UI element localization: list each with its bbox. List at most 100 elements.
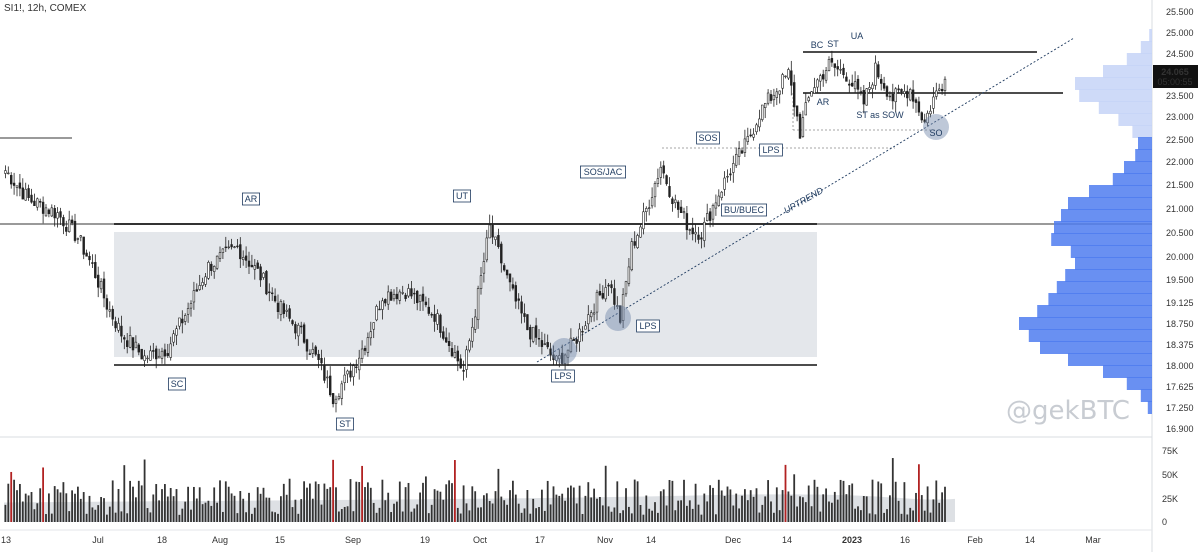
volume-bar <box>155 484 158 522</box>
candle-body <box>862 90 866 105</box>
volume-bar <box>758 512 761 522</box>
volume-bar <box>677 500 680 522</box>
candle <box>746 127 750 145</box>
volume-bar <box>541 489 543 522</box>
candle <box>340 380 343 406</box>
volume-bars <box>4 458 955 522</box>
volume-bar <box>297 513 300 522</box>
candle <box>114 316 117 332</box>
candle-body <box>415 290 419 304</box>
volume-bar <box>364 487 366 522</box>
annotation-label: SOS/JAC <box>584 167 623 177</box>
candle-body <box>546 342 549 348</box>
volume-bar <box>494 491 497 522</box>
candle-body <box>566 349 570 358</box>
volume-bar <box>657 512 659 522</box>
candle-body <box>18 182 22 189</box>
candle <box>616 296 619 310</box>
volume-bar <box>436 490 439 522</box>
annotation-label: BC <box>811 40 824 50</box>
candle <box>894 87 897 113</box>
volume-bar <box>538 507 540 522</box>
volume-bar <box>187 486 189 522</box>
candle-body <box>111 308 114 320</box>
candle-body <box>76 238 80 240</box>
volume-bar <box>584 495 587 522</box>
candle <box>523 303 526 323</box>
highlight-circle <box>605 305 631 331</box>
candle <box>430 312 433 318</box>
candle <box>88 251 91 266</box>
candle <box>256 260 259 270</box>
volume-bar <box>216 502 218 522</box>
candle-body <box>38 201 42 203</box>
volume-bar <box>549 504 552 522</box>
candle <box>450 341 454 358</box>
candle <box>850 74 854 88</box>
candle <box>726 169 729 183</box>
candle <box>140 348 143 360</box>
candle-body <box>320 357 323 364</box>
volume-bar <box>535 508 537 522</box>
candle-body <box>326 376 329 379</box>
candle-body <box>250 264 254 268</box>
candle <box>91 254 94 269</box>
candle-body <box>473 316 477 330</box>
candle <box>604 279 607 302</box>
candle <box>859 86 863 96</box>
volume-bar <box>575 503 578 522</box>
candle-body <box>752 133 755 138</box>
candle-body <box>569 337 573 352</box>
candle <box>763 102 767 119</box>
volume-bar <box>886 509 888 522</box>
candle-body <box>439 314 442 333</box>
volume-bar <box>10 471 13 522</box>
uptrend-line <box>536 37 1075 363</box>
volume-bar <box>381 479 384 522</box>
volume-bar <box>323 483 326 522</box>
volume-bar <box>509 490 511 522</box>
candle-body <box>381 300 384 310</box>
candle <box>398 289 401 305</box>
time-tick-label: 15 <box>275 535 285 545</box>
candle <box>787 67 790 81</box>
candle-body <box>65 227 68 232</box>
volume-bar <box>172 496 175 522</box>
candle <box>94 254 97 279</box>
volume-bar <box>877 481 880 522</box>
chart-title: SI1!, 12h, COMEX <box>4 3 87 14</box>
candle-body <box>79 235 83 238</box>
candle <box>671 196 674 212</box>
volume-bar <box>94 509 97 522</box>
candle-body <box>601 293 605 299</box>
volume-bar <box>491 503 494 522</box>
candle <box>775 88 779 106</box>
candle <box>334 395 338 413</box>
volume-bar <box>164 484 166 522</box>
volume-bar <box>62 482 65 522</box>
candle-body <box>430 314 433 316</box>
candle-body <box>514 285 518 302</box>
candle <box>529 324 532 348</box>
trading-range-box <box>114 232 817 357</box>
candle-body <box>152 350 155 352</box>
volume-bar <box>193 486 195 522</box>
volume-bar <box>674 510 677 522</box>
time-tick-label: Sep <box>345 535 361 545</box>
candle <box>326 370 329 389</box>
volume-bar <box>459 513 462 522</box>
volume-bar <box>248 492 250 522</box>
volume-profile-bar <box>1126 377 1152 390</box>
candle-body <box>581 331 584 333</box>
candle <box>27 184 30 201</box>
candle-body <box>357 357 361 371</box>
volume-bar <box>918 464 920 522</box>
candle <box>265 269 268 296</box>
candle-body <box>236 245 239 248</box>
candle-body <box>555 355 558 361</box>
candle <box>210 261 213 276</box>
candle-body <box>508 273 512 283</box>
candle-body <box>903 91 906 94</box>
